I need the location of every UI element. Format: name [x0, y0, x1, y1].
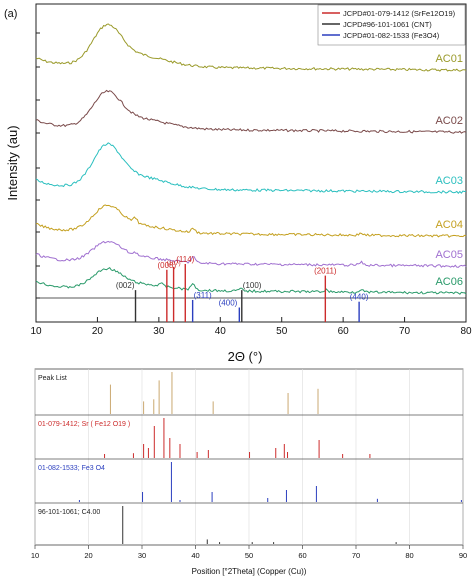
bottom-grid — [34, 369, 464, 545]
reference-line-label: (107) — [167, 261, 181, 267]
top-x-tick-label: 60 — [338, 326, 350, 337]
bottom-x-tick-label: 80 — [405, 551, 413, 560]
legend-entries: JCPD#01-079-1412 (SrFe12O19) JCPD#96-101-… — [322, 9, 456, 40]
bottom-x-tick-label: 40 — [191, 551, 199, 560]
top-x-tick-label: 30 — [153, 326, 165, 337]
reference-line-label: (002) — [116, 281, 135, 290]
bottom-x-tick-label: 30 — [138, 551, 146, 560]
bottom-x-tick-label: 50 — [245, 551, 253, 560]
top-x-tick-label: 20 — [92, 326, 104, 337]
series-label-ac05: AC05 — [435, 249, 463, 261]
series-label-ac06: AC06 — [435, 276, 463, 288]
top-y-ticks — [36, 32, 40, 299]
top-x-tick-label: 80 — [460, 326, 472, 337]
series-line-ac01 — [35, 23, 467, 72]
bottom-panel-label: 01-079-1412; Sr ( Fe12 O19 ) — [38, 421, 130, 428]
bottom-panel-label: 01-082-1533; Fe3 O4 — [38, 465, 105, 472]
series-line-ac04 — [35, 204, 467, 238]
bottom-panel-label: 96-101-1061; C4.00 — [38, 509, 100, 516]
series-line-ac03 — [35, 142, 467, 194]
top-plot-frame — [35, 3, 467, 323]
bottom-x-tick-label: 90 — [459, 551, 467, 560]
series-label-ac03: AC03 — [435, 175, 463, 187]
reference-lines-group: (002) (008)(107)(114) (311) (400) (100) (2011… — [116, 255, 369, 322]
legend-entry-label: JCPD#01-079-1412 (SrFe12O19) — [343, 9, 456, 18]
bottom-x-tick-label: 60 — [298, 551, 306, 560]
top-x-tick-label: 10 — [30, 326, 42, 337]
reference-line-label: (114) — [176, 255, 194, 264]
bottom-x-tick-label: 20 — [84, 551, 92, 560]
bottom-panels-group: Peak List 01-079-1412; Sr ( Fe12 O19 ) 01-… — [35, 372, 463, 544]
top-x-axis-label: 2Θ (°) — [228, 349, 263, 364]
bottom-x-axis-label: Position [°2Theta] (Copper (Cu)) — [192, 567, 307, 576]
top-x-tick-label: 50 — [276, 326, 288, 337]
series-label-ac01: AC01 — [435, 53, 463, 65]
legend: JCPD#01-079-1412 (SrFe12O19) JCPD#96-101-… — [317, 4, 466, 46]
top-series-labels: AC01 AC02 AC03 AC04 AC05 AC06 — [435, 53, 463, 288]
series-line-ac05 — [35, 240, 467, 268]
series-label-ac04: AC04 — [435, 219, 463, 231]
bottom-x-ticks: 10 20 30 40 50 60 70 80 90 — [31, 545, 467, 560]
top-x-ticks: 10 20 30 40 50 60 70 80 — [30, 317, 472, 337]
bottom-panel-label: Peak List — [38, 375, 67, 382]
bottom-x-tick-label: 10 — [31, 551, 39, 560]
top-x-tick-label: 70 — [399, 326, 411, 337]
reference-line-label: (440) — [350, 293, 369, 302]
reference-line-label: (400) — [219, 299, 238, 308]
reference-line-label: (2011) — [314, 267, 337, 276]
reference-line-label: (100) — [243, 281, 262, 290]
chart-bottom: Peak List 01-079-1412; Sr ( Fe12 O19 ) 01-… — [31, 368, 467, 576]
legend-entry-label: JCPD#96-101-1061 (CNT) — [343, 20, 432, 29]
reference-line-label: (311) — [194, 291, 212, 300]
series-line-ac06 — [35, 267, 467, 295]
top-x-tick-label: 40 — [215, 326, 227, 337]
series-label-ac02: AC02 — [435, 115, 463, 127]
reference-line-label: (008) — [157, 261, 176, 270]
series-line-ac02 — [35, 89, 467, 134]
bottom-x-tick-label: 70 — [352, 551, 360, 560]
top-y-axis-label: Intensity (au) — [5, 125, 20, 200]
legend-entry-label: JCPD#01-082-1533 (Fe3O4) — [343, 31, 440, 40]
legend-box — [317, 4, 466, 46]
panel-label: (a) — [4, 8, 17, 20]
top-series-group — [35, 23, 467, 295]
